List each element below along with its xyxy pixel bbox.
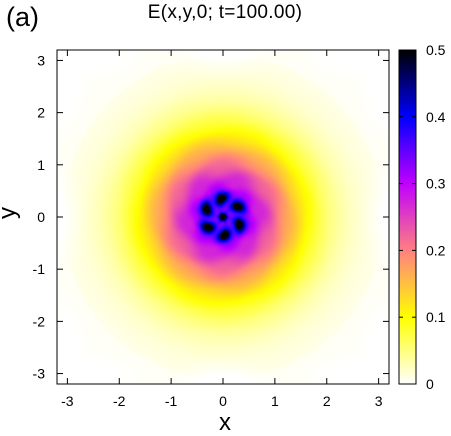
y-axis-ticks: -3 -2 -1 0 1 2 3 (33, 52, 389, 382)
y-tick-label: 1 (37, 157, 45, 173)
colorbar-tick-label: 0.2 (426, 242, 446, 258)
y-tick-label: 0 (37, 209, 45, 225)
x-axis-label: x (219, 409, 231, 436)
x-tick-label: 0 (219, 393, 227, 409)
x-tick-label: -2 (113, 393, 126, 409)
x-tick-label: 2 (323, 393, 331, 409)
colorbar-tick-label: 0 (426, 376, 434, 392)
colorbar-frame (398, 49, 417, 385)
x-tick-label: 1 (271, 393, 279, 409)
x-tick-label: 3 (375, 393, 383, 409)
y-tick-label: 2 (37, 105, 45, 121)
chart-title: E(x,y,0; t=100.00) (147, 2, 303, 23)
colorbar-tick-label: 0.4 (426, 109, 446, 125)
colorbar-tick-label: 0.3 (426, 176, 446, 192)
heatmap-area (57, 50, 389, 384)
x-tick-label: -1 (165, 393, 178, 409)
heatmap-canvas (57, 50, 389, 384)
y-tick-label: 3 (37, 52, 45, 68)
y-tick-label: -1 (33, 261, 46, 277)
y-tick-label: -3 (33, 366, 46, 382)
y-tick-label: -2 (33, 313, 46, 329)
x-tick-label: -3 (61, 393, 74, 409)
colorbar-ticks: 0 0.1 0.2 0.3 0.4 0.5 (399, 42, 446, 392)
colorbar-tick-label: 0.1 (426, 309, 446, 325)
panel-label: (a) (6, 2, 39, 32)
x-axis-ticks: -3 -2 -1 0 1 2 3 (61, 50, 383, 409)
colorbar-tick-label: 0.5 (426, 42, 446, 58)
colorbar (399, 50, 416, 384)
y-axis-label: y (0, 193, 21, 233)
